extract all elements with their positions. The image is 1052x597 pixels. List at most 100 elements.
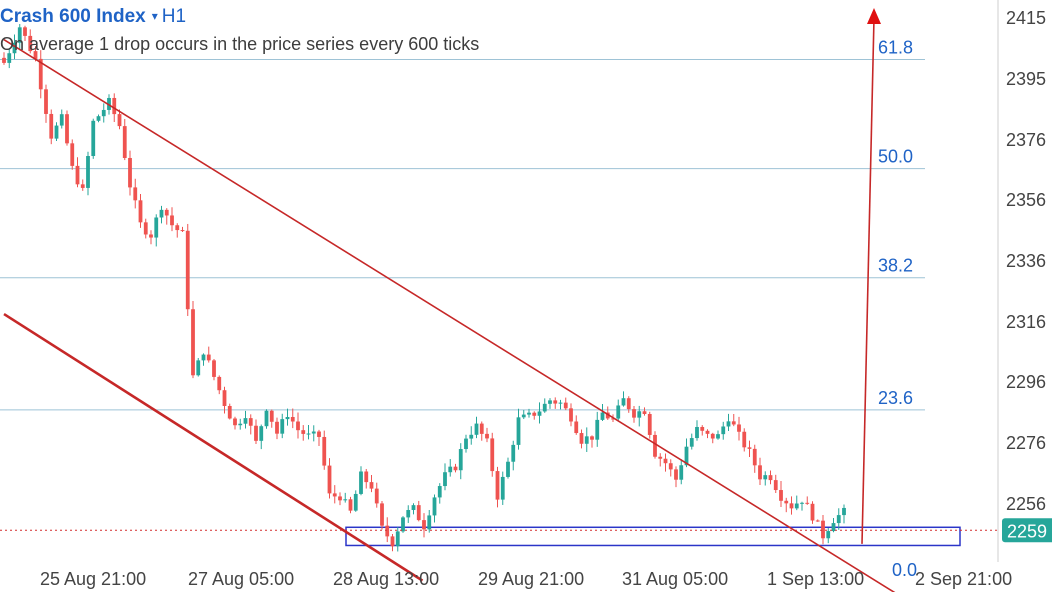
candle <box>390 536 395 547</box>
candle <box>411 505 416 511</box>
candle <box>49 113 54 139</box>
candle <box>159 209 164 218</box>
candle <box>369 482 374 489</box>
candle <box>275 421 279 434</box>
x-tick-label: 28 Aug 13:00 <box>333 569 439 589</box>
candle <box>259 426 264 441</box>
candle <box>269 410 274 422</box>
candle <box>511 444 516 462</box>
candle <box>23 27 27 36</box>
candle <box>448 466 453 473</box>
candle <box>826 531 831 539</box>
y-tick-label: 2256 <box>1006 494 1046 514</box>
y-tick-label: 2415 <box>1006 8 1046 28</box>
candle <box>658 456 663 459</box>
candle <box>222 390 227 406</box>
fib-level-label: 50.0 <box>878 147 913 167</box>
candle <box>264 410 269 427</box>
candle <box>500 476 505 500</box>
candle <box>395 531 400 547</box>
candle <box>574 421 579 434</box>
candle <box>28 35 33 52</box>
candle <box>516 417 521 445</box>
candle <box>458 449 463 471</box>
candle <box>842 507 846 516</box>
fib-level-label: 23.6 <box>878 388 913 408</box>
symbol-dropdown-icon[interactable]: ▾ <box>151 9 158 23</box>
candle <box>710 433 715 439</box>
candle <box>485 433 489 439</box>
candle <box>611 418 615 420</box>
candle <box>75 165 80 185</box>
candle <box>17 27 22 43</box>
candle <box>180 230 185 232</box>
candle <box>595 419 600 440</box>
candle <box>626 398 631 410</box>
candle <box>653 434 657 457</box>
chart-header[interactable]: Crash 600 Index ▾ H1 <box>0 6 186 28</box>
candle <box>737 424 741 432</box>
candle <box>164 209 169 216</box>
candle <box>343 499 348 501</box>
candle <box>784 500 789 504</box>
candle <box>416 505 421 521</box>
candle <box>327 465 332 494</box>
candle <box>779 490 783 501</box>
candle <box>584 436 589 444</box>
candle <box>380 503 384 526</box>
symbol-name[interactable]: Crash 600 Index <box>0 6 146 27</box>
candle <box>243 418 248 424</box>
candle <box>117 114 122 127</box>
candle <box>385 525 390 537</box>
x-tick-label: 27 Aug 05:00 <box>188 569 294 589</box>
candle <box>548 400 552 404</box>
candle <box>285 417 290 420</box>
candle <box>290 417 295 422</box>
candle <box>217 376 222 391</box>
candle <box>443 472 447 487</box>
y-tick-label: 2316 <box>1006 312 1046 332</box>
candle <box>600 412 605 420</box>
candle <box>175 225 180 231</box>
y-tick-label: 2395 <box>1006 69 1046 89</box>
candle <box>642 411 647 415</box>
candle <box>338 496 342 501</box>
candle <box>65 114 69 144</box>
candle <box>632 409 636 418</box>
candle <box>311 431 316 434</box>
candle <box>637 411 642 418</box>
candle <box>616 405 621 419</box>
candle <box>763 475 768 480</box>
timeframe-label[interactable]: H1 <box>161 6 187 27</box>
y-tick-label: 2356 <box>1006 190 1046 210</box>
candle <box>773 480 778 491</box>
candle <box>170 215 174 226</box>
candle <box>422 520 426 530</box>
candle <box>38 58 43 90</box>
candle <box>679 465 684 480</box>
candle <box>196 360 201 376</box>
candle <box>296 421 300 431</box>
candle <box>689 438 694 447</box>
candle <box>2 57 6 63</box>
candle <box>752 448 757 466</box>
candle <box>306 433 311 435</box>
candle <box>359 471 363 494</box>
y-tick-label: 2336 <box>1006 251 1046 271</box>
candle <box>54 125 59 139</box>
candle <box>191 309 195 376</box>
candle <box>542 403 547 412</box>
candle <box>668 463 673 470</box>
candle <box>605 412 610 419</box>
candle <box>254 425 258 441</box>
candle <box>742 431 747 448</box>
symbol-description: On average 1 drop occurs in the price se… <box>0 34 480 54</box>
candle <box>469 434 474 439</box>
candle <box>206 354 211 361</box>
fib-level-label: 61.8 <box>878 38 913 58</box>
candle <box>831 523 836 532</box>
candle <box>768 475 773 481</box>
y-tick-label: 2376 <box>1006 130 1046 150</box>
